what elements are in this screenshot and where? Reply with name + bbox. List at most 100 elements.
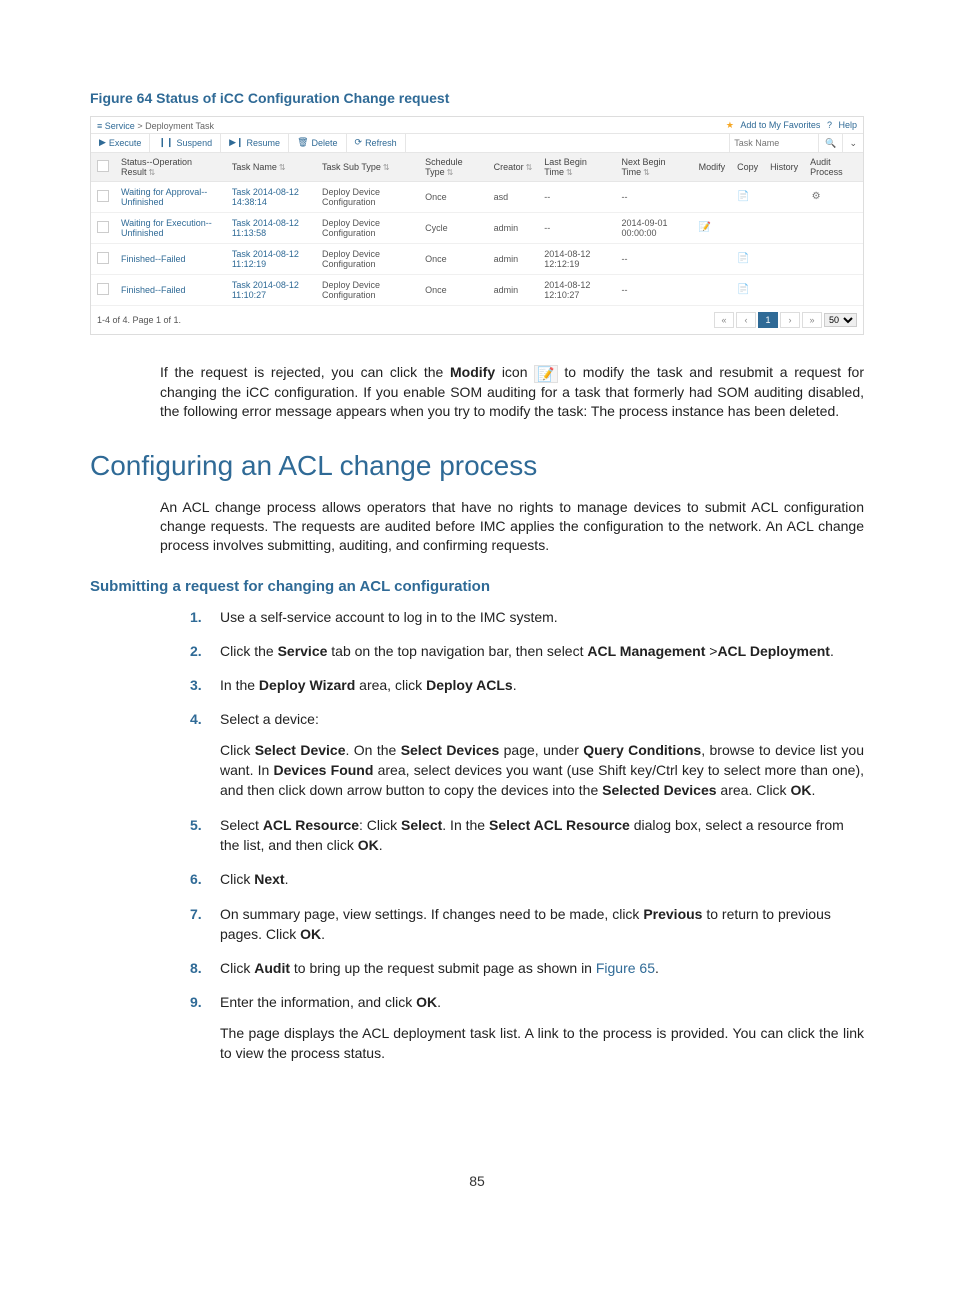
modify-icon bbox=[699, 190, 711, 202]
header-checkbox[interactable] bbox=[97, 160, 109, 172]
step-1: Use a self-service account to log in to … bbox=[190, 607, 864, 627]
star-icon[interactable]: ★ bbox=[726, 120, 734, 130]
next-page-button[interactable]: › bbox=[780, 312, 800, 328]
audit-icon bbox=[810, 221, 822, 233]
row-checkbox[interactable] bbox=[97, 283, 109, 295]
search-input[interactable] bbox=[730, 135, 818, 151]
last-page-button[interactable]: » bbox=[802, 312, 822, 328]
col-copy: Copy bbox=[731, 153, 764, 182]
suspend-button[interactable]: ❙❙ Suspend bbox=[150, 134, 221, 152]
step-6: Click Next. bbox=[190, 869, 864, 889]
breadcrumb-root[interactable]: Service bbox=[105, 121, 135, 131]
modify-word: Modify bbox=[450, 364, 495, 380]
col-next-begin[interactable]: Next Begin Time⇅ bbox=[615, 153, 692, 182]
col-last-begin[interactable]: Last Begin Time⇅ bbox=[538, 153, 615, 182]
subtype-cell: Deploy Device Configuration bbox=[316, 244, 419, 275]
step-3: In the Deploy Wizard area, click Deploy … bbox=[190, 675, 864, 695]
col-audit: Audit Process bbox=[804, 153, 863, 182]
next-begin-cell: -- bbox=[615, 244, 692, 275]
pause-icon: ❙❙ bbox=[158, 138, 173, 148]
col-task-name[interactable]: Task Name⇅ bbox=[226, 153, 316, 182]
execute-label: Execute bbox=[109, 138, 142, 148]
delete-button[interactable]: 🗑 Delete bbox=[289, 134, 346, 152]
copy-icon[interactable]: 📄 bbox=[737, 191, 749, 203]
creator-cell: admin bbox=[488, 213, 539, 244]
task-link[interactable]: Task 2014-08-12 11:12:19 bbox=[232, 249, 299, 269]
schedule-cell: Once bbox=[419, 244, 487, 275]
modify-icon: 📝 bbox=[534, 365, 557, 383]
row-checkbox[interactable] bbox=[97, 252, 109, 264]
toolbar: ▶ Execute ❙❙ Suspend ▶❙ Resume 🗑 Delete … bbox=[91, 133, 863, 153]
dropdown-icon[interactable]: ⌄ bbox=[842, 134, 863, 152]
table-footer: 1-4 of 4. Page 1 of 1. « ‹ 1 › » 50 bbox=[91, 306, 863, 334]
step-5: Select ACL Resource: Click Select. In th… bbox=[190, 815, 864, 856]
trash-icon: 🗑 bbox=[297, 138, 308, 148]
sub-heading: Submitting a request for changing an ACL… bbox=[90, 578, 864, 595]
post-figure-paragraph: If the request is rejected, you can clic… bbox=[160, 363, 864, 422]
copy-icon[interactable]: 📄 bbox=[737, 284, 749, 296]
pager: « ‹ 1 › » 50 bbox=[714, 312, 857, 328]
step-7: On summary page, view settings. If chang… bbox=[190, 904, 864, 945]
add-favorites-link[interactable]: Add to My Favorites bbox=[740, 120, 820, 130]
page: Figure 64 Status of iCC Configuration Ch… bbox=[0, 0, 954, 1229]
page-number: 85 bbox=[90, 1173, 864, 1189]
toolbar-buttons: ▶ Execute ❙❙ Suspend ▶❙ Resume 🗑 Delete … bbox=[91, 134, 406, 152]
creator-cell: admin bbox=[488, 275, 539, 306]
copy-icon[interactable]: 📄 bbox=[737, 253, 749, 265]
last-begin-cell: -- bbox=[538, 182, 615, 213]
status-link[interactable]: Waiting for Execution--Unfinished bbox=[121, 218, 212, 238]
help-icon[interactable]: ? bbox=[827, 120, 832, 130]
page-number[interactable]: 1 bbox=[758, 312, 778, 328]
last-begin-cell: -- bbox=[538, 213, 615, 244]
col-modify: Modify bbox=[693, 153, 732, 182]
refresh-icon: ⟳ bbox=[355, 138, 363, 148]
first-page-button[interactable]: « bbox=[714, 312, 734, 328]
history-icon bbox=[770, 283, 782, 295]
col-checkbox[interactable] bbox=[91, 153, 115, 182]
schedule-cell: Once bbox=[419, 275, 487, 306]
topbar-right: ★ Add to My Favorites ? Help bbox=[726, 120, 857, 131]
footer-summary: 1-4 of 4. Page 1 of 1. bbox=[97, 315, 181, 325]
step-4-paragraph: Click Select Device. On the Select Devic… bbox=[220, 740, 864, 801]
table-row: Waiting for Approval--Unfinished Task 201… bbox=[91, 182, 863, 213]
refresh-button[interactable]: ⟳ Refresh bbox=[347, 134, 406, 152]
status-link[interactable]: Waiting for Approval--Unfinished bbox=[121, 187, 207, 207]
table-row: Finished--Failed Task 2014-08-12 11:10:27… bbox=[91, 275, 863, 306]
task-link[interactable]: Task 2014-08-12 14:38:14 bbox=[232, 187, 299, 207]
breadcrumb: ≡ Service > Deployment Task bbox=[97, 121, 214, 131]
table-row: Waiting for Execution--Unfinished Task 20… bbox=[91, 213, 863, 244]
task-link[interactable]: Task 2014-08-12 11:13:58 bbox=[232, 218, 299, 238]
audit-icon[interactable]: ⚙ bbox=[810, 191, 822, 203]
history-icon bbox=[770, 252, 782, 264]
resume-label: Resume bbox=[247, 138, 281, 148]
task-link[interactable]: Task 2014-08-12 11:10:27 bbox=[232, 280, 299, 300]
last-begin-cell: 2014-08-12 12:10:27 bbox=[538, 275, 615, 306]
help-link[interactable]: Help bbox=[838, 120, 857, 130]
execute-button[interactable]: ▶ Execute bbox=[91, 134, 150, 152]
col-task-sub-type[interactable]: Task Sub Type⇅ bbox=[316, 153, 419, 182]
search-icon[interactable]: 🔍 bbox=[818, 134, 842, 152]
step-8: Click Audit to bring up the request subm… bbox=[190, 958, 864, 978]
row-checkbox[interactable] bbox=[97, 190, 109, 202]
resume-button[interactable]: ▶❙ Resume bbox=[221, 134, 289, 152]
prev-page-button[interactable]: ‹ bbox=[736, 312, 756, 328]
table-body: Waiting for Approval--Unfinished Task 201… bbox=[91, 182, 863, 306]
status-link[interactable]: Finished--Failed bbox=[121, 285, 186, 295]
play-icon: ▶ bbox=[99, 138, 106, 148]
col-status[interactable]: Status--Operation Result⇅ bbox=[115, 153, 226, 182]
breadcrumb-sep: > bbox=[137, 121, 142, 131]
row-checkbox[interactable] bbox=[97, 221, 109, 233]
status-link[interactable]: Finished--Failed bbox=[121, 254, 186, 264]
figure-link[interactable]: Figure 65 bbox=[596, 960, 655, 976]
col-creator[interactable]: Creator⇅ bbox=[488, 153, 539, 182]
modify-icon[interactable]: 📝 bbox=[699, 222, 711, 234]
creator-cell: asd bbox=[488, 182, 539, 213]
page-size-select[interactable]: 50 bbox=[824, 313, 857, 327]
col-schedule-type[interactable]: Schedule Type⇅ bbox=[419, 153, 487, 182]
history-icon bbox=[770, 190, 782, 202]
steps-list: Use a self-service account to log in to … bbox=[190, 607, 864, 1064]
modify-icon bbox=[699, 283, 711, 295]
sort-icon: ⇅ bbox=[526, 163, 533, 172]
screenshot-topbar: ≡ Service > Deployment Task ★ Add to My … bbox=[91, 117, 863, 133]
history-icon bbox=[770, 221, 782, 233]
